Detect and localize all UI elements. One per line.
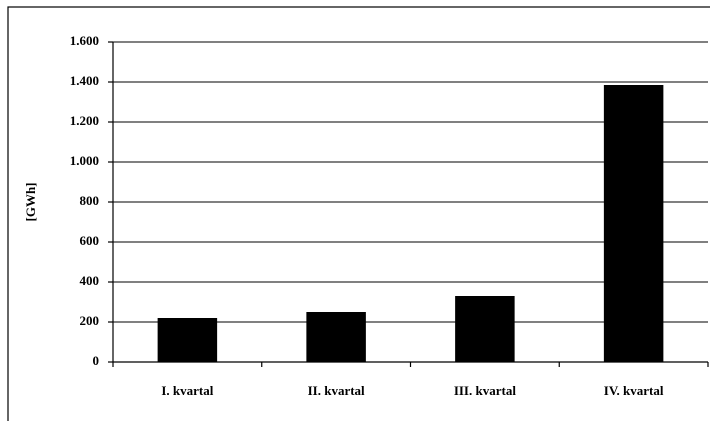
y-tick-label: 1.400 xyxy=(70,73,99,88)
y-tick-label: 600 xyxy=(80,233,100,248)
x-tick-label: IV. kvartal xyxy=(604,383,664,398)
x-tick-label: III. kvartal xyxy=(454,383,517,398)
x-tick-label: II. kvartal xyxy=(308,383,365,398)
bar xyxy=(455,296,515,362)
y-tick-label: 1.000 xyxy=(70,153,99,168)
bar xyxy=(157,318,218,362)
y-tick-label: 1.200 xyxy=(70,113,99,128)
chart-frame xyxy=(7,6,710,421)
bar xyxy=(603,85,664,362)
y-tick-label: 0 xyxy=(93,353,100,368)
y-tick-label: 200 xyxy=(80,313,100,328)
y-axis-label: [GWh] xyxy=(23,183,38,222)
bar xyxy=(306,312,366,362)
y-tick-label: 800 xyxy=(80,193,100,208)
y-tick-label: 1.600 xyxy=(70,33,99,48)
y-tick-label: 400 xyxy=(80,273,100,288)
x-tick-label: I. kvartal xyxy=(161,383,213,398)
